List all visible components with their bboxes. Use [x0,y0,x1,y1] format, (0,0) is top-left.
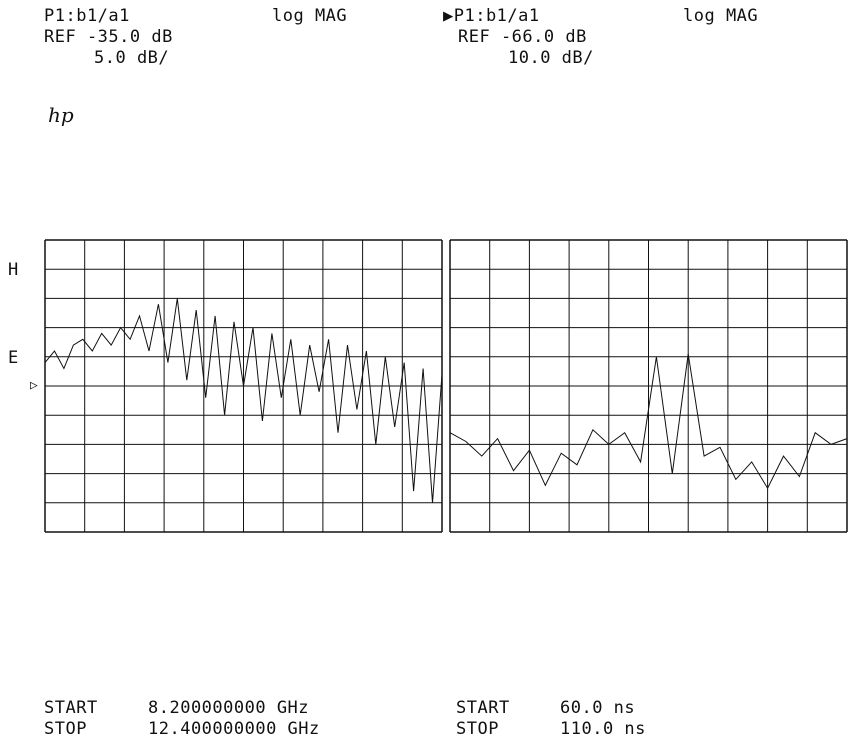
left-format-label: log MAG [272,6,348,26]
left-chart-trace [44,298,443,503]
right-stop-label: STOP [456,719,499,739]
right-stop-value: 110.0 ns [560,719,646,739]
h-marker-label: H [8,260,19,280]
right-ref-label: REF -66.0 dB [458,27,587,47]
right-format-label: log MAG [683,6,759,26]
right-start-value: 60.0 ns [560,698,636,718]
left-ref-label: REF -35.0 dB [44,27,173,47]
left-channel-label: P1:b1/a1 [44,6,130,26]
e-marker-label: E [8,348,19,368]
left-start-value: 8.200000000 GHz [148,698,310,718]
right-channel-label: ▶P1:b1/a1 [443,6,540,26]
left-stop-value: 12.400000000 GHz [148,719,320,739]
right-chart-grid [449,239,848,533]
right-scale-label: 10.0 dB/ [508,48,594,68]
left-stop-label: STOP [44,719,87,739]
right-chart-trace [449,353,848,490]
reference-marker-icon: ▷ [30,378,39,393]
right-start-label: START [456,698,510,718]
hp-logo: hp [48,103,74,127]
left-scale-label: 5.0 dB/ [94,48,170,68]
left-start-label: START [44,698,98,718]
